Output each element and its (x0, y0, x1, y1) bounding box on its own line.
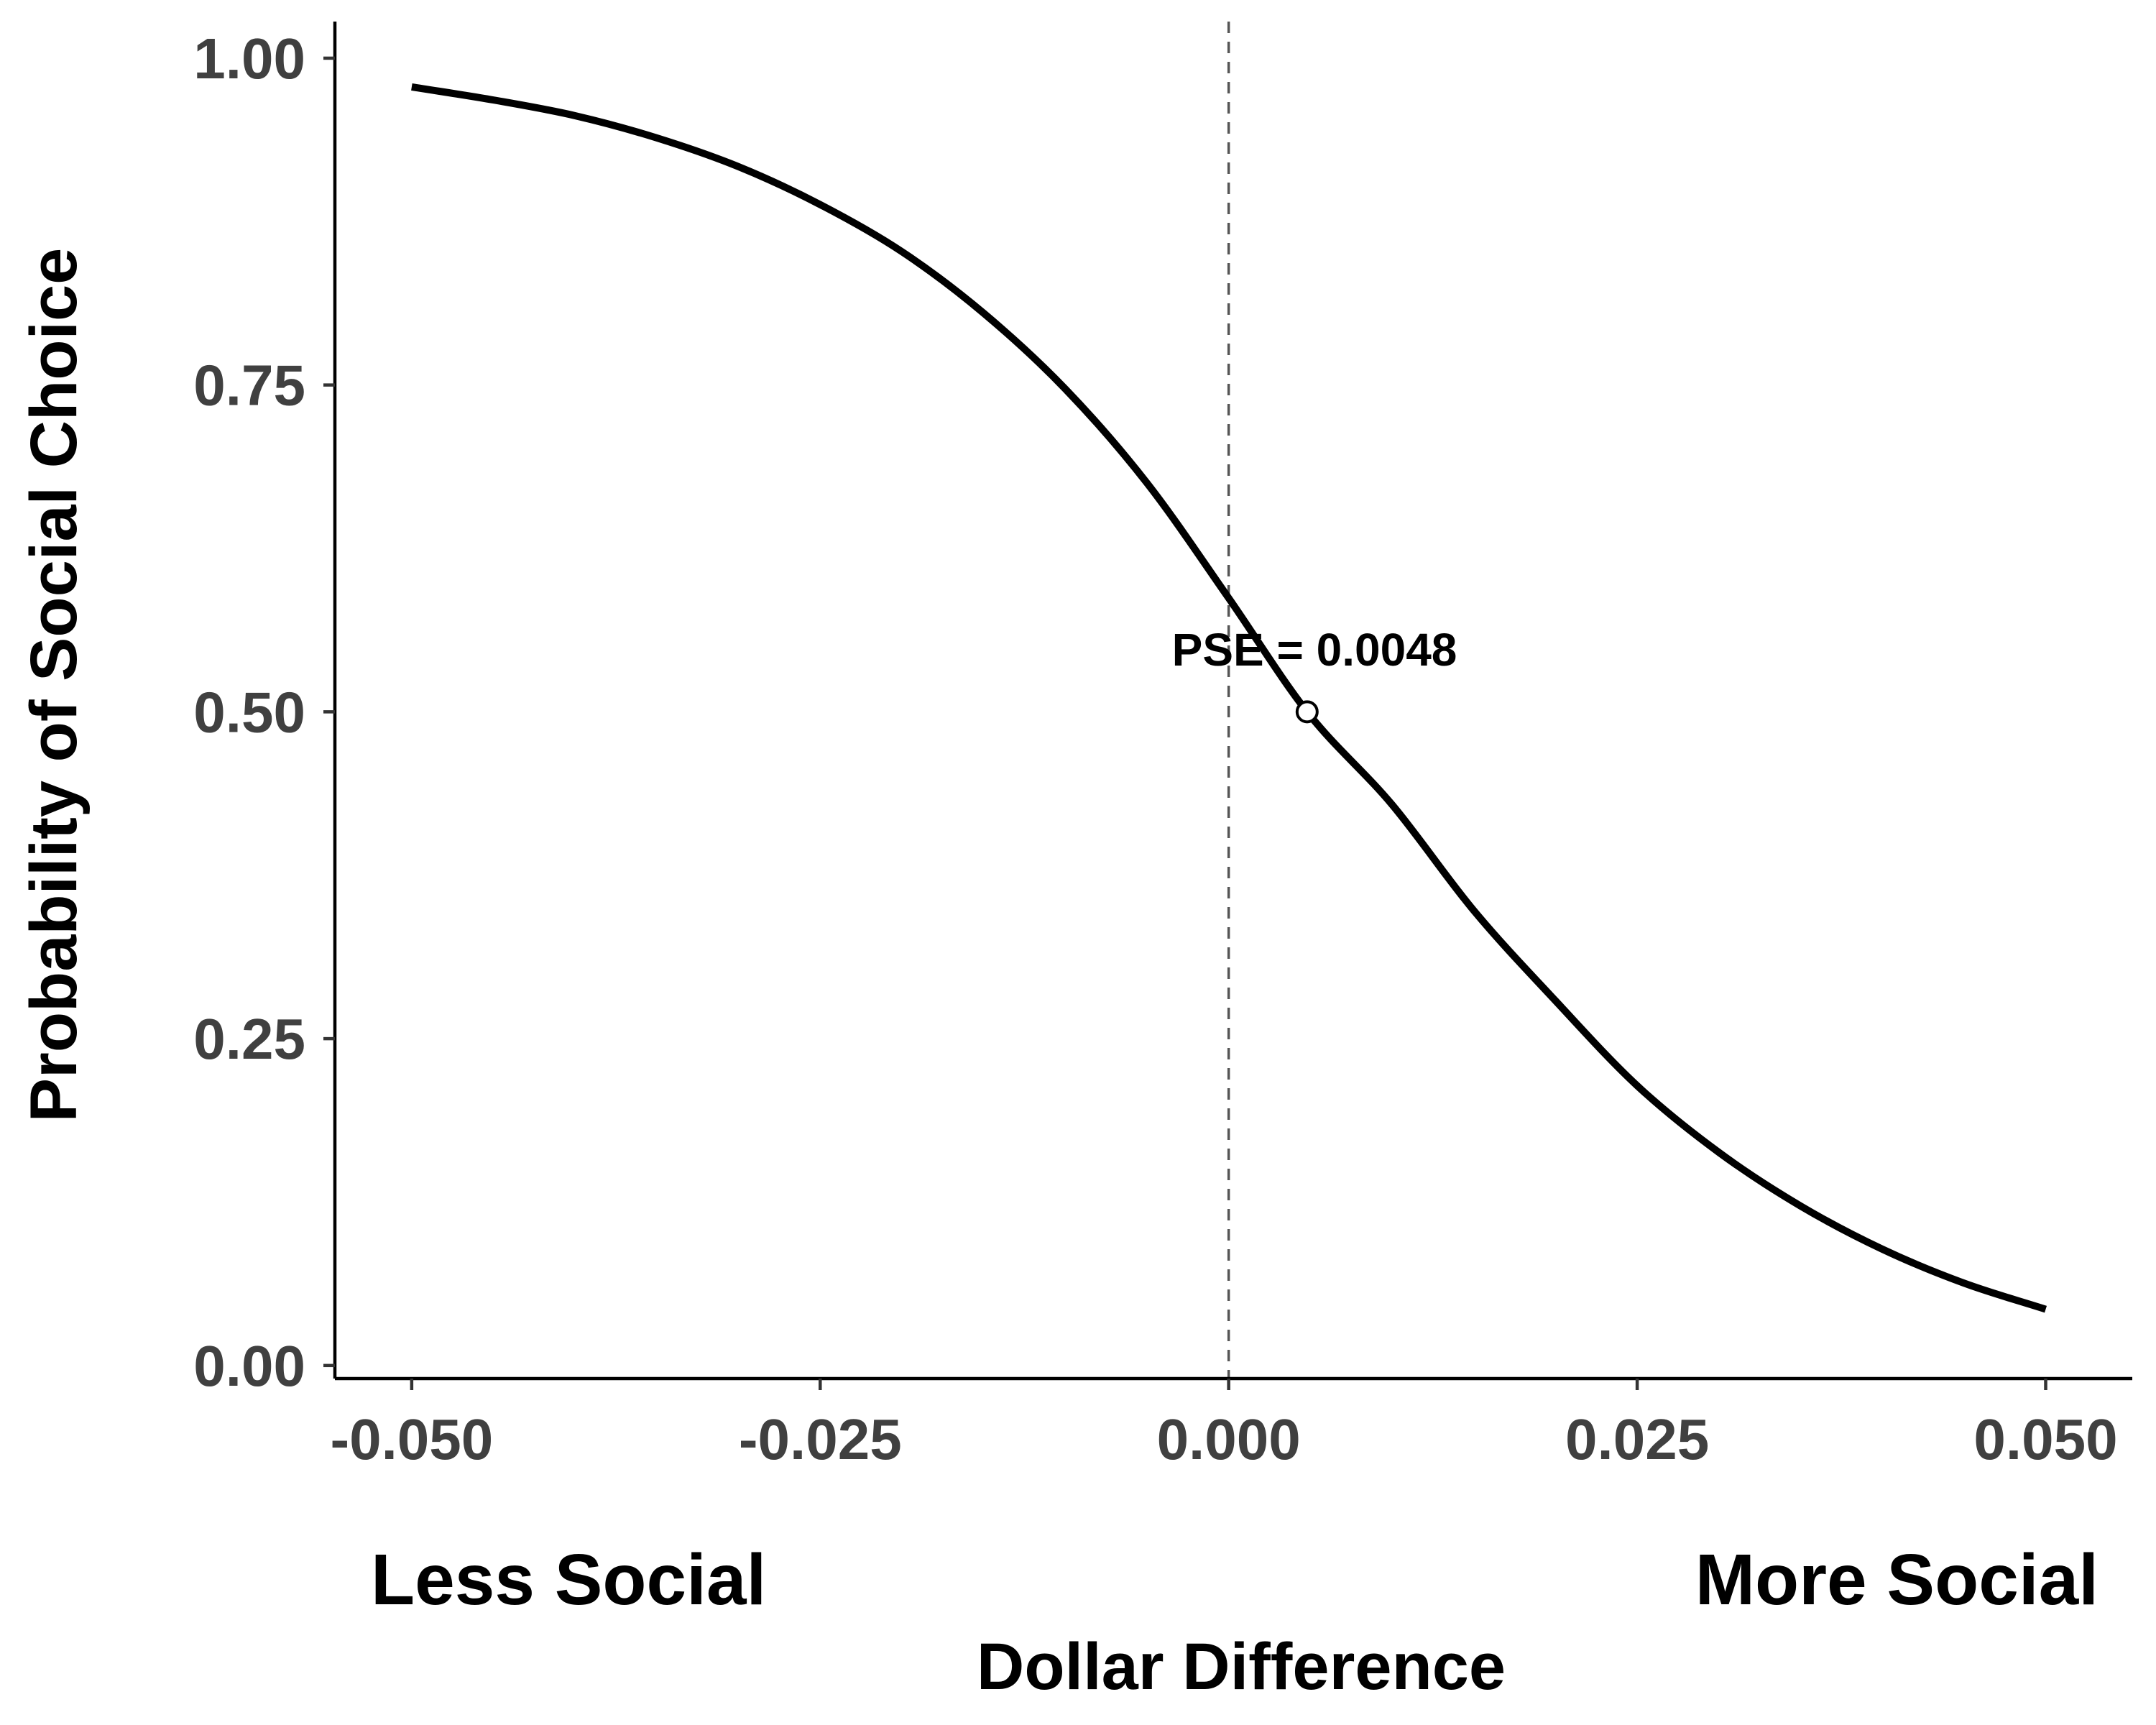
y-tick-label: 1.00 (193, 27, 305, 91)
pse-point (1295, 700, 1319, 724)
psychometric-curve (411, 83, 2047, 1313)
x-side-label-right: More Social (1695, 1540, 2099, 1620)
y-tick-label: 0.75 (193, 354, 305, 418)
axes (333, 22, 2132, 1381)
x-tick-label: 0.050 (1973, 1407, 2117, 1471)
plot-area: PSE = 0.0048 (411, 22, 2047, 1379)
x-tick-label: 0.000 (1157, 1407, 1301, 1471)
pse-label: PSE = 0.0048 (1172, 624, 1457, 676)
y-tick-label: 0.50 (193, 680, 305, 744)
x-side-label-left: Less Social (371, 1540, 766, 1620)
x-tick-label: -0.025 (739, 1407, 902, 1471)
y-axis-ticks: 0.00 0.25 0.50 0.75 1.00 (193, 27, 335, 1398)
x-axis-title: Dollar Difference (977, 1630, 1506, 1703)
x-tick-label: 0.025 (1565, 1407, 1709, 1471)
y-tick-label: 0.25 (193, 1007, 305, 1071)
x-tick-label: -0.050 (330, 1407, 493, 1471)
y-tick-label: 0.00 (193, 1334, 305, 1398)
x-axis-ticks: -0.050 -0.025 0.000 0.025 0.050 (330, 1379, 2118, 1471)
y-axis-title: Probability of Social Choice (17, 248, 91, 1123)
